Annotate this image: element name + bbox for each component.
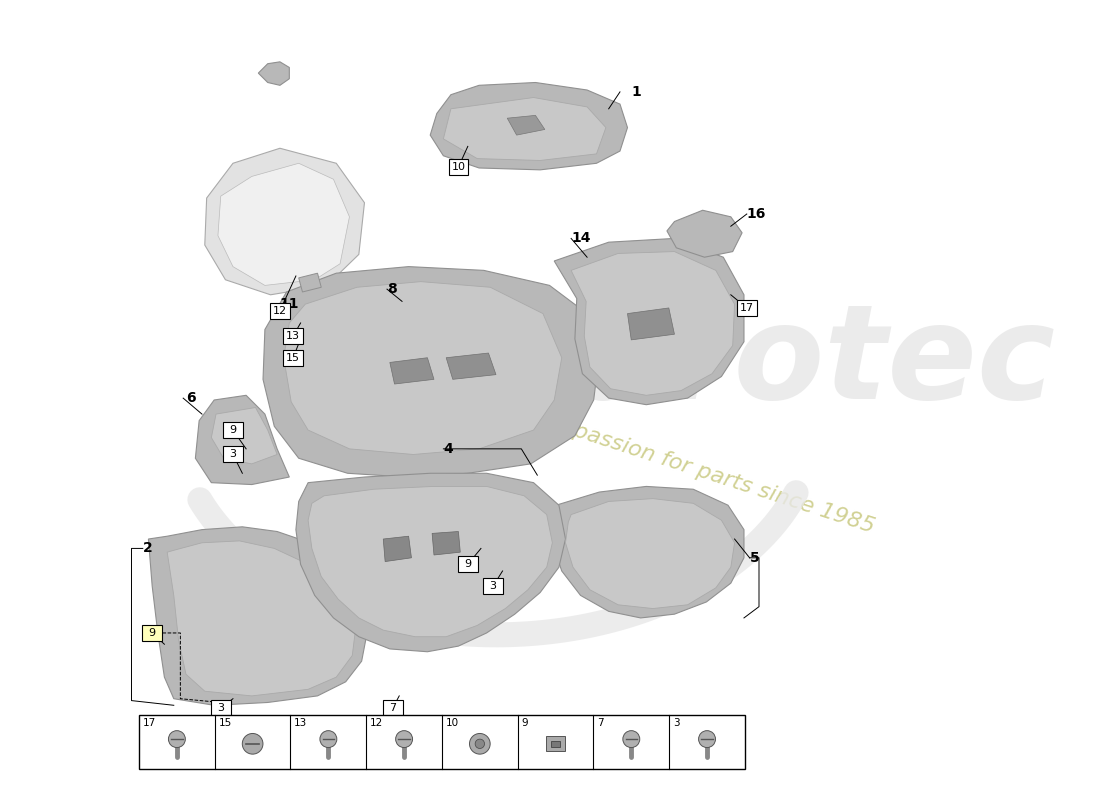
FancyBboxPatch shape <box>211 700 231 716</box>
Text: 15: 15 <box>286 353 300 362</box>
Text: 9: 9 <box>148 628 156 638</box>
Polygon shape <box>565 498 735 609</box>
Text: 9: 9 <box>521 718 528 727</box>
FancyBboxPatch shape <box>383 700 403 716</box>
Text: 2: 2 <box>143 542 153 555</box>
Text: 7: 7 <box>597 718 604 727</box>
FancyBboxPatch shape <box>271 302 289 318</box>
FancyBboxPatch shape <box>283 328 302 344</box>
Text: 5: 5 <box>749 551 759 565</box>
Text: 3: 3 <box>490 581 497 591</box>
Text: 12: 12 <box>370 718 383 727</box>
Circle shape <box>623 730 640 747</box>
Text: 10: 10 <box>451 162 465 172</box>
Polygon shape <box>205 148 364 294</box>
Text: 4: 4 <box>443 442 453 456</box>
Polygon shape <box>432 531 460 555</box>
FancyBboxPatch shape <box>483 578 503 594</box>
Polygon shape <box>447 353 496 379</box>
Polygon shape <box>389 358 434 384</box>
Text: 16: 16 <box>747 207 767 221</box>
Polygon shape <box>284 282 562 454</box>
FancyBboxPatch shape <box>737 300 757 316</box>
Polygon shape <box>443 98 606 161</box>
Polygon shape <box>627 308 674 340</box>
Polygon shape <box>167 541 355 696</box>
Circle shape <box>320 730 337 747</box>
Polygon shape <box>507 115 544 135</box>
Text: 13: 13 <box>295 718 308 727</box>
Polygon shape <box>218 163 350 286</box>
Text: 17: 17 <box>143 718 156 727</box>
Circle shape <box>242 734 263 754</box>
FancyBboxPatch shape <box>142 625 162 641</box>
Polygon shape <box>430 82 627 170</box>
Circle shape <box>475 739 484 749</box>
FancyBboxPatch shape <box>547 736 565 751</box>
Polygon shape <box>211 407 277 464</box>
Text: 11: 11 <box>279 297 299 311</box>
Text: 3: 3 <box>217 703 224 713</box>
Text: 17: 17 <box>739 303 754 313</box>
Text: 3: 3 <box>673 718 680 727</box>
Polygon shape <box>263 266 600 477</box>
Text: 14: 14 <box>571 231 591 246</box>
Circle shape <box>168 730 185 747</box>
Text: 3: 3 <box>230 450 236 459</box>
Polygon shape <box>383 536 411 562</box>
Polygon shape <box>571 251 735 395</box>
Text: 15: 15 <box>219 718 232 727</box>
Text: 13: 13 <box>286 331 300 341</box>
Polygon shape <box>667 210 743 258</box>
Circle shape <box>698 730 715 747</box>
Polygon shape <box>196 395 289 485</box>
Text: 9: 9 <box>230 425 236 435</box>
Polygon shape <box>308 486 552 637</box>
Text: 12: 12 <box>273 306 287 316</box>
Text: 7: 7 <box>389 703 396 713</box>
Text: 9: 9 <box>464 559 472 570</box>
FancyBboxPatch shape <box>551 741 560 747</box>
Text: eurotec: eurotec <box>485 299 1055 426</box>
FancyBboxPatch shape <box>283 350 302 366</box>
Text: 8: 8 <box>387 282 397 296</box>
Text: a passion for parts since 1985: a passion for parts since 1985 <box>551 414 877 537</box>
Polygon shape <box>148 527 366 706</box>
FancyBboxPatch shape <box>458 557 477 572</box>
Polygon shape <box>299 273 321 292</box>
Text: 6: 6 <box>186 391 196 405</box>
FancyBboxPatch shape <box>223 446 243 462</box>
Circle shape <box>470 734 491 754</box>
Text: 1: 1 <box>631 85 641 99</box>
FancyBboxPatch shape <box>449 159 469 175</box>
Polygon shape <box>552 486 744 618</box>
FancyBboxPatch shape <box>223 422 243 438</box>
Circle shape <box>396 730 412 747</box>
Polygon shape <box>554 238 744 405</box>
FancyBboxPatch shape <box>139 714 745 769</box>
Polygon shape <box>296 474 565 652</box>
Text: 10: 10 <box>446 718 459 727</box>
Polygon shape <box>258 62 289 86</box>
